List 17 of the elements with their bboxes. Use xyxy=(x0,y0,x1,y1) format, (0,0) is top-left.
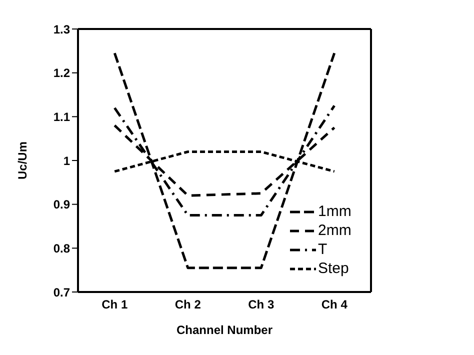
legend-label: Step xyxy=(318,260,349,277)
legend-label: 1mm xyxy=(318,203,352,220)
x-tick-label: Ch 4 xyxy=(321,298,348,312)
x-tick-label: Ch 1 xyxy=(102,298,128,312)
legend-label: 2mm xyxy=(318,222,352,239)
y-tick-label: 1.3 xyxy=(53,22,70,36)
x-tick-label: Ch 3 xyxy=(248,298,274,312)
y-tick-label: 0.8 xyxy=(53,241,70,256)
y-axis-title: Uc/Um xyxy=(15,141,30,180)
legend-label: T xyxy=(318,241,328,258)
y-tick-label: 1.1 xyxy=(53,110,70,124)
y-tick-label: 1 xyxy=(63,154,70,168)
y-tick-label: 0.9 xyxy=(53,198,70,212)
y-tick-label: 1.2 xyxy=(53,66,70,80)
x-tick-label: Ch 2 xyxy=(174,298,202,312)
y-tick-label: 0.7 xyxy=(53,285,70,300)
x-axis-title: Channel Number xyxy=(176,323,273,337)
